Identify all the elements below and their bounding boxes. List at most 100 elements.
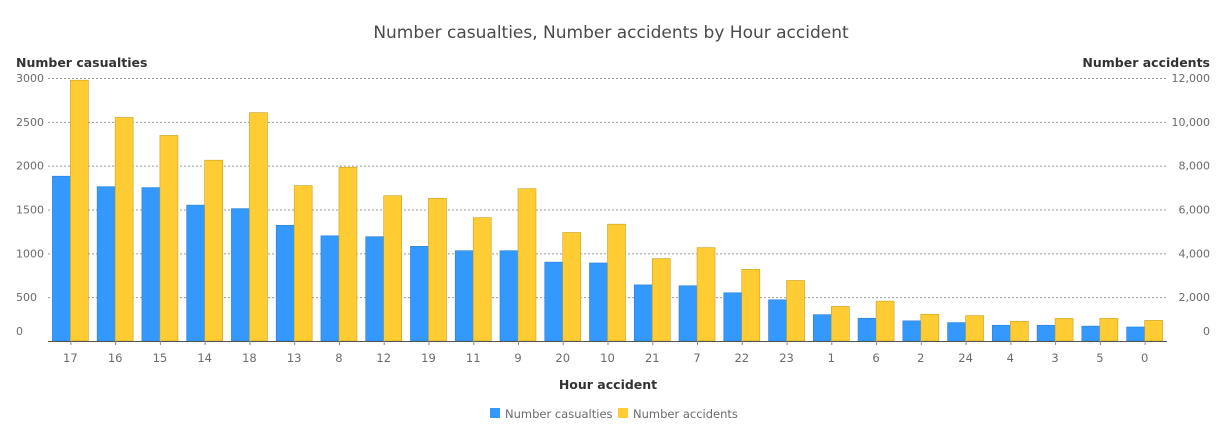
bar-accidents-0 (1144, 320, 1163, 342)
x-tick-label: 23 (779, 351, 794, 365)
bar-casualties-6 (857, 317, 877, 342)
legend: Number casualties Number accidents (490, 407, 738, 421)
bar-casualties-11 (454, 250, 474, 342)
bar-accidents-19 (428, 198, 447, 342)
left-tick-label: 3000 (16, 72, 44, 85)
legend-swatch-casualties (490, 408, 500, 418)
bar-accidents-21 (651, 258, 671, 342)
x-tick-label: 15 (153, 351, 168, 365)
bar-accidents-24 (965, 315, 984, 342)
bar-casualties-8 (320, 235, 340, 342)
x-tick-label: 19 (421, 351, 436, 365)
bar-accidents-8 (338, 166, 358, 342)
bar-casualties-12 (365, 236, 385, 342)
x-tick-label: 16 (108, 351, 123, 365)
x-tick-label: 0 (1141, 351, 1148, 365)
bar-casualties-23 (768, 299, 787, 342)
bar-accidents-14 (204, 159, 223, 342)
bar-accidents-18 (249, 112, 268, 342)
bar-casualties-9 (499, 250, 519, 342)
bars (52, 79, 1163, 342)
gridlines (48, 78, 1167, 299)
bar-accidents-16 (114, 117, 134, 342)
bar-accidents-6 (875, 300, 895, 342)
x-axis-title: Hour accident (559, 377, 657, 392)
legend-item-accidents[interactable]: Number accidents (618, 407, 738, 421)
x-tick-label: 5 (1096, 351, 1103, 365)
left-tick-label: 2000 (16, 160, 44, 173)
left-tick-label: 0 (16, 325, 23, 338)
bar-casualties-7 (678, 285, 698, 342)
bar-casualties-18 (231, 208, 250, 342)
left-tick-label: 1500 (16, 204, 44, 217)
bar-accidents-1 (830, 306, 850, 342)
right-tick-label: 4,000 (1179, 247, 1211, 260)
bar-accidents-2 (920, 313, 940, 342)
right-axis-title: Number accidents (1082, 55, 1210, 70)
bar-accidents-12 (383, 195, 403, 342)
right-tick-label: 10,000 (1172, 116, 1211, 129)
x-tick-label: 9 (514, 351, 521, 365)
bar-accidents-3 (1054, 318, 1074, 342)
right-tick-label: 6,000 (1179, 204, 1211, 217)
x-tick-label: 17 (63, 351, 78, 365)
bar-casualties-14 (186, 204, 205, 342)
right-tick-label: 0 (1203, 325, 1210, 338)
bar-accidents-7 (696, 247, 716, 342)
x-tick-label: 14 (197, 351, 212, 365)
bar-accidents-13 (293, 185, 313, 342)
bar-casualties-0 (1126, 326, 1145, 342)
bar-accidents-17 (70, 79, 89, 342)
x-tick-label: 11 (466, 351, 481, 365)
right-tick-label: 2,000 (1179, 291, 1211, 304)
right-tick-label: 8,000 (1179, 160, 1211, 173)
bar-casualties-22 (723, 292, 743, 342)
bar-casualties-20 (544, 261, 564, 342)
left-axis-title: Number casualties (16, 55, 147, 70)
bar-casualties-17 (52, 175, 71, 342)
x-tick-label: 8 (335, 351, 342, 365)
x-tick-label: 1 (828, 351, 835, 365)
right-axis-ticks: 0 2,000 4,000 6,000 8,000 10,000 12,000 (1172, 72, 1211, 338)
x-tick-label: 13 (287, 351, 302, 365)
x-tick-label: 4 (1007, 351, 1014, 365)
left-tick-label: 500 (16, 291, 37, 304)
bar-casualties-10 (589, 262, 608, 342)
bar-casualties-13 (275, 224, 295, 342)
x-tick-label: 21 (645, 351, 660, 365)
x-tick-label: 10 (600, 351, 615, 365)
left-axis-ticks: 0 500 1000 1500 2000 2500 3000 (16, 72, 44, 338)
chart-title: Number casualties, Number accidents by H… (373, 23, 849, 43)
x-tick-label: 2 (917, 351, 924, 365)
bar-casualties-24 (947, 322, 966, 342)
x-tick-label: 7 (693, 351, 700, 365)
bar-accidents-5 (1099, 318, 1119, 342)
legend-item-casualties[interactable]: Number casualties (490, 407, 613, 421)
legend-swatch-accidents (618, 408, 628, 418)
x-tick-label: 24 (958, 351, 973, 365)
x-tick-label: 12 (376, 351, 391, 365)
bar-casualties-4 (992, 324, 1011, 342)
x-tick-label: 22 (734, 351, 749, 365)
legend-label-casualties: Number casualties (505, 407, 613, 421)
bar-casualties-21 (633, 284, 653, 342)
x-axis-ticks: 17 16 15 14 18 13 8 12 19 11 9 20 10 21 7 22 23 1 6 2 24 4 3 5 0 (63, 341, 1148, 365)
bar-casualties-15 (141, 187, 161, 342)
bar-accidents-15 (159, 135, 179, 342)
bar-casualties-16 (96, 186, 116, 342)
bar-casualties-3 (1036, 324, 1056, 342)
bar-casualties-5 (1081, 325, 1101, 342)
x-tick-label: 18 (242, 351, 257, 365)
bar-casualties-19 (410, 246, 429, 342)
x-tick-label: 20 (555, 351, 570, 365)
bar-accidents-23 (786, 280, 805, 342)
bar-accidents-4 (1010, 320, 1029, 342)
bar-casualties-2 (902, 320, 922, 342)
right-tick-label: 12,000 (1172, 72, 1211, 85)
bar-accidents-11 (472, 217, 492, 342)
left-tick-label: 2500 (16, 116, 44, 129)
x-tick-label: 3 (1051, 351, 1058, 365)
bar-accidents-9 (517, 188, 537, 342)
